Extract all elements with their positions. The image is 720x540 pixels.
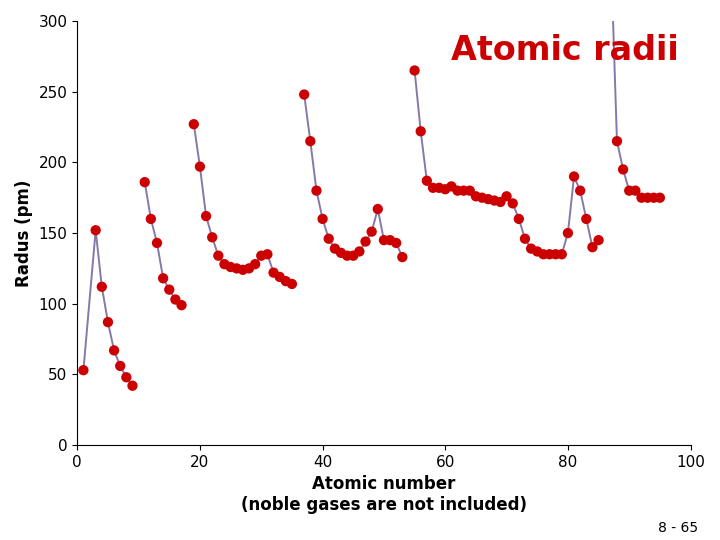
Point: [348, 251, 359, 260]
Point: [562, 229, 574, 238]
X-axis label: Atomic number
(noble gases are not included): Atomic number (noble gases are not inclu…: [241, 475, 527, 514]
Point: [654, 193, 666, 202]
Point: [495, 198, 506, 206]
Text: 8 - 65: 8 - 65: [658, 521, 698, 535]
Point: [427, 184, 438, 192]
Point: [286, 280, 297, 288]
Point: [311, 186, 323, 195]
Point: [274, 273, 285, 281]
Point: [256, 251, 267, 260]
Text: Atomic radii: Atomic radii: [451, 33, 678, 67]
Point: [329, 244, 341, 253]
Point: [78, 366, 89, 375]
Point: [323, 234, 335, 243]
Point: [96, 282, 107, 291]
Point: [397, 253, 408, 261]
Point: [120, 373, 132, 382]
Point: [280, 277, 292, 286]
Point: [421, 177, 433, 185]
Point: [336, 248, 347, 257]
Point: [212, 251, 224, 260]
Point: [176, 301, 187, 309]
Point: [593, 236, 604, 245]
Point: [439, 185, 451, 193]
Point: [200, 212, 212, 220]
Point: [231, 264, 243, 273]
Point: [526, 244, 537, 253]
Point: [538, 250, 549, 259]
Point: [648, 193, 660, 202]
Point: [151, 239, 163, 247]
Point: [482, 195, 494, 204]
Point: [366, 227, 377, 236]
Point: [470, 192, 482, 201]
Point: [477, 193, 488, 202]
Y-axis label: Radus (pm): Radus (pm): [15, 179, 33, 287]
Point: [433, 184, 445, 192]
Point: [225, 262, 236, 271]
Point: [127, 381, 138, 390]
Point: [611, 137, 623, 145]
Point: [341, 251, 353, 260]
Point: [464, 186, 475, 195]
Point: [636, 193, 647, 202]
Point: [158, 274, 169, 282]
Point: [519, 234, 531, 243]
Point: [378, 236, 390, 245]
Point: [617, 165, 629, 174]
Point: [170, 295, 181, 304]
Point: [642, 193, 653, 202]
Point: [446, 182, 457, 191]
Point: [489, 196, 500, 205]
Point: [409, 66, 420, 75]
Point: [305, 137, 316, 145]
Point: [249, 260, 261, 268]
Point: [624, 186, 635, 195]
Point: [390, 239, 402, 247]
Point: [544, 250, 555, 259]
Point: [243, 264, 255, 273]
Point: [587, 243, 598, 252]
Point: [194, 163, 206, 171]
Point: [501, 192, 513, 201]
Point: [458, 186, 469, 195]
Point: [354, 247, 365, 256]
Point: [298, 90, 310, 99]
Point: [556, 250, 567, 259]
Point: [102, 318, 114, 327]
Point: [513, 214, 525, 223]
Point: [261, 250, 273, 259]
Point: [372, 205, 384, 213]
Point: [188, 120, 199, 129]
Point: [90, 226, 102, 234]
Point: [384, 236, 396, 245]
Point: [317, 214, 328, 223]
Point: [415, 127, 426, 136]
Point: [531, 247, 543, 256]
Point: [451, 186, 463, 195]
Point: [237, 266, 248, 274]
Point: [207, 233, 218, 241]
Point: [268, 268, 279, 277]
Point: [145, 214, 157, 223]
Point: [575, 186, 586, 195]
Point: [629, 186, 641, 195]
Point: [139, 178, 150, 186]
Point: [360, 237, 372, 246]
Point: [163, 285, 175, 294]
Point: [580, 214, 592, 223]
Point: [550, 250, 562, 259]
Point: [219, 260, 230, 268]
Point: [568, 172, 580, 181]
Point: [114, 362, 126, 370]
Point: [507, 199, 518, 208]
Point: [108, 346, 120, 355]
